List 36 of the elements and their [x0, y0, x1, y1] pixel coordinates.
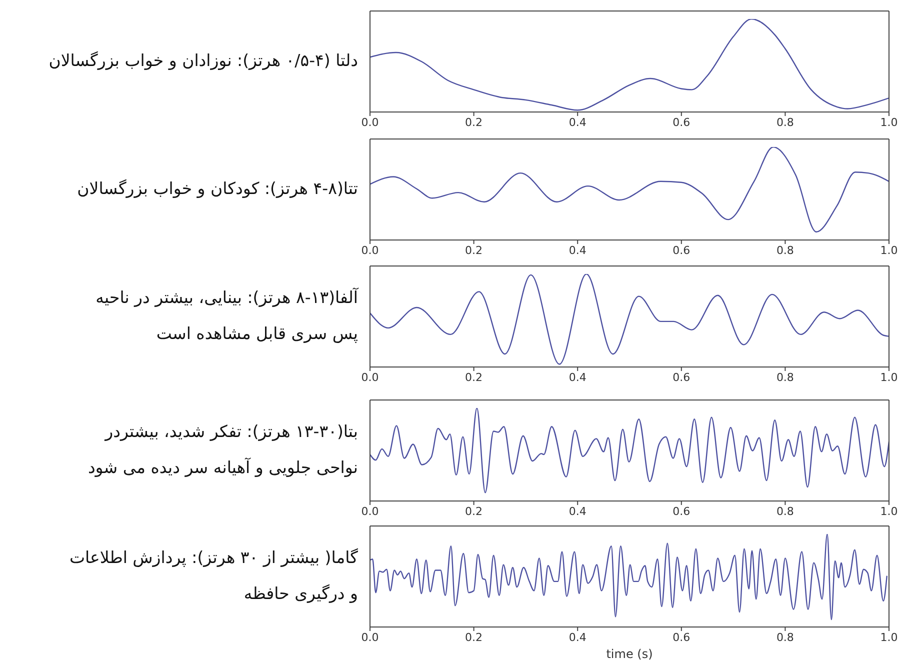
x-tick-label: 0.8 — [776, 504, 794, 518]
x-tick-label: 0.0 — [361, 244, 379, 257]
x-tick-label: 0.4 — [568, 630, 586, 644]
x-tick-label: 1.0 — [880, 504, 898, 518]
x-tick-label: 0.6 — [672, 504, 690, 518]
x-tick-label: 0.2 — [465, 630, 483, 644]
x-tick-label: 0.0 — [361, 630, 379, 644]
x-tick-label: 0.2 — [465, 116, 483, 129]
y-axis-title: تتا(۸-۴ هرتز): کودکان و خواب بزرگسالان — [77, 178, 358, 200]
x-tick-label: 0.8 — [776, 630, 794, 644]
x-tick-label: 0.0 — [361, 370, 379, 384]
x-tick-label: 1.0 — [880, 630, 898, 644]
y-axis-title: دلتا (۴-۰/۵ هرتز): نوزادان و خواب بزرگسالان — [48, 50, 358, 72]
x-tick-label: 0.8 — [776, 244, 794, 257]
y-axis-title: گاما( بیشتر از ۳۰ هرتز): پردازش اطلاعات و درگیری حافظه — [69, 547, 358, 605]
x-tick-label: 0.8 — [776, 116, 794, 129]
x-tick-label: 0.4 — [568, 244, 586, 257]
x-axis-title: time (s) — [606, 647, 653, 661]
x-tick-label: 0.4 — [568, 116, 586, 129]
x-tick-label: 0.6 — [672, 370, 690, 384]
x-tick-label: 0.6 — [672, 116, 690, 129]
x-tick-label: 0.4 — [568, 370, 586, 384]
x-tick-label: 0.6 — [672, 244, 690, 257]
x-tick-label: 0.2 — [465, 244, 483, 257]
x-tick-label: 0.0 — [361, 504, 379, 518]
x-tick-label: 0.8 — [776, 370, 794, 384]
x-tick-label: 0.4 — [568, 504, 586, 518]
x-tick-label: 1.0 — [880, 370, 898, 384]
x-tick-label: 0.0 — [361, 116, 379, 129]
x-tick-label: 1.0 — [880, 116, 898, 129]
x-tick-label: 1.0 — [880, 244, 898, 257]
y-axis-title: آلفا(۱۳-۸ هرتز): بینایی، بیشتر در ناحیه پس سری قابل مشاهده است — [96, 286, 358, 345]
x-tick-label: 0.2 — [465, 370, 483, 384]
x-tick-label: 0.6 — [672, 630, 690, 644]
x-tick-label: 0.2 — [465, 504, 483, 518]
y-axis-title: بتا(۳۰-۱۳ هرتز): تفکر شدید، بیشتردر نواحی جلویی و آهیانه سر دیده می شود — [88, 421, 358, 479]
